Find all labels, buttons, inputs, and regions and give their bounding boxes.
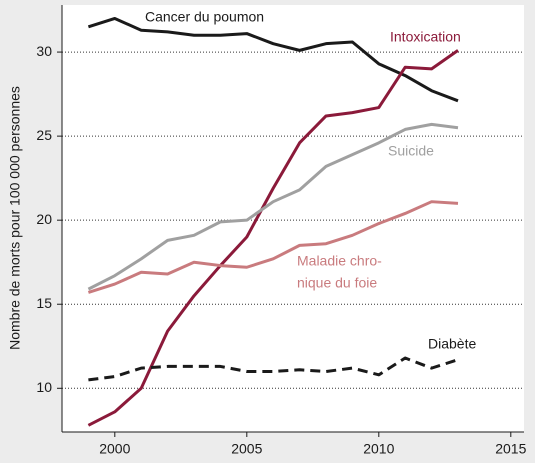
x-tick-label: 2000 [99,441,130,457]
y-axis-label: Nombre de morts pour 100 000 personnes [7,86,23,350]
series-label: Suicide [388,143,434,159]
plot-area [62,5,524,432]
x-tick-label: 2010 [363,441,394,457]
series-line [87,122,459,291]
y-tick-label: 20 [36,211,52,227]
y-tick-label: 15 [36,295,52,311]
series-label: Maladie chro- [297,253,382,269]
series-label: Cancer du poumon [145,9,264,25]
y-tick-label: 10 [36,379,52,395]
series-line [87,49,459,427]
y-tick-label: 25 [36,127,52,143]
series-line [87,16,459,103]
series-line [87,200,459,294]
x-tick-label: 2005 [231,441,262,457]
series-label: Intoxication [390,29,461,45]
y-tick-label: 30 [36,43,52,59]
series-label: Diabète [428,336,476,352]
series-label: nique du foie [297,275,377,291]
x-tick-label: 2015 [495,441,526,457]
